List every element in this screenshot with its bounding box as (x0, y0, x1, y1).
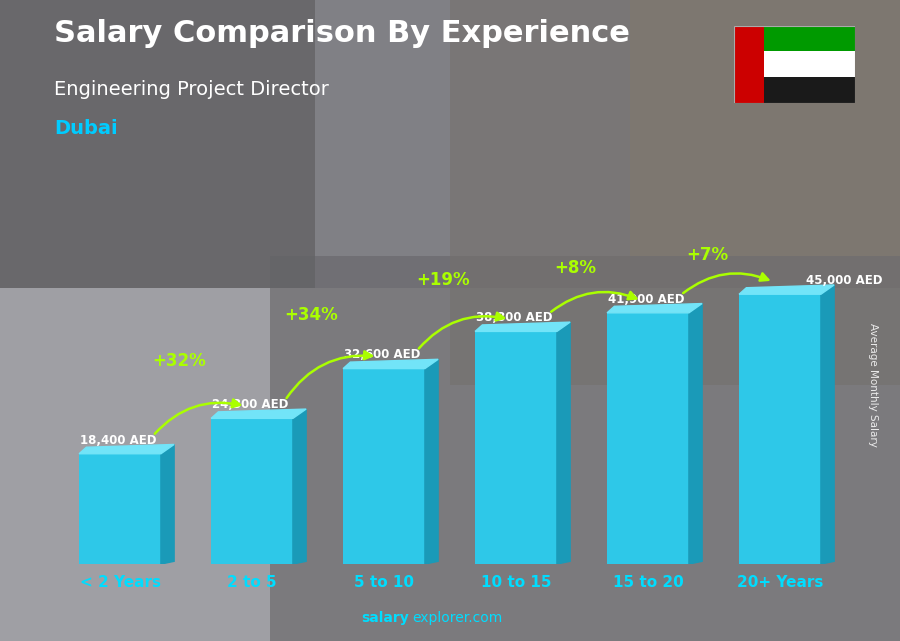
Text: 38,800 AED: 38,800 AED (476, 312, 553, 324)
Polygon shape (79, 444, 174, 454)
Polygon shape (608, 304, 702, 313)
Text: 24,300 AED: 24,300 AED (212, 398, 289, 411)
Text: Average Monthly Salary: Average Monthly Salary (868, 322, 878, 447)
Bar (734, 51, 855, 77)
Bar (450, 0, 900, 385)
Text: Salary Comparison By Experience: Salary Comparison By Experience (54, 19, 630, 48)
Bar (734, 77, 855, 103)
Text: Dubai: Dubai (54, 119, 118, 138)
Polygon shape (212, 409, 306, 419)
Bar (0, 0, 315, 288)
Polygon shape (475, 322, 570, 331)
Text: +32%: +32% (152, 353, 206, 370)
Bar (734, 26, 764, 103)
Polygon shape (161, 444, 174, 564)
Polygon shape (821, 285, 834, 564)
Bar (630, 0, 900, 256)
Text: 18,400 AED: 18,400 AED (80, 433, 157, 447)
Text: salary: salary (362, 611, 410, 625)
Text: 41,900 AED: 41,900 AED (608, 293, 685, 306)
Bar (212, 419, 292, 564)
Text: 45,000 AED: 45,000 AED (806, 274, 883, 287)
Bar (343, 369, 425, 564)
Bar (79, 454, 161, 564)
Bar (270, 256, 900, 641)
Text: +7%: +7% (687, 246, 728, 264)
Bar (734, 26, 855, 51)
Text: +8%: +8% (554, 259, 597, 277)
Bar (739, 294, 821, 564)
Bar (475, 331, 557, 564)
Polygon shape (343, 360, 438, 369)
Polygon shape (292, 409, 306, 564)
Text: Engineering Project Director: Engineering Project Director (54, 80, 328, 99)
Text: explorer.com: explorer.com (412, 611, 502, 625)
Polygon shape (688, 304, 702, 564)
Text: 32,600 AED: 32,600 AED (345, 349, 421, 362)
Polygon shape (425, 360, 438, 564)
Text: +19%: +19% (417, 271, 470, 290)
Text: +34%: +34% (284, 306, 338, 324)
Polygon shape (557, 322, 570, 564)
Bar (608, 313, 688, 564)
Polygon shape (739, 285, 834, 294)
Bar (0, 0, 900, 288)
